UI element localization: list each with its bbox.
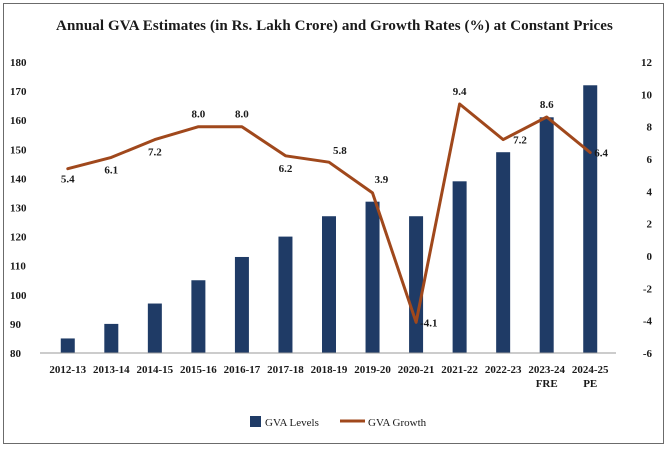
gva-level-bar	[583, 85, 598, 353]
left-axis-tick-label: 150	[10, 144, 27, 156]
gva-growth-line	[66, 102, 592, 324]
left-axis-tick-label: 80	[10, 348, 22, 360]
left-axis-tick-label: 100	[10, 290, 27, 302]
gva-growth-data-label: 6.4	[594, 148, 608, 160]
x-axis-tick-label: 2020-21	[398, 364, 435, 376]
x-axis-tick-label: 2024-25	[572, 364, 609, 376]
x-axis-tick-label: 2021-22	[441, 364, 478, 376]
x-axis-tick-label: PE	[583, 378, 597, 390]
gva-growth-data-labels: 5.4 6.1 7.2 8.0 8.0 6.2 5.8 3.9 -4.1 9.4 7.2 8.6 6.4	[61, 86, 609, 329]
gva-growth-data-label: 7.2	[148, 147, 162, 159]
x-axis-tick-label: 2014-15	[137, 364, 174, 376]
gva-level-bar	[409, 216, 424, 353]
gva-levels-bars	[60, 85, 598, 353]
gva-growth-data-label: 8.0	[192, 109, 206, 121]
gva-growth-data-label: 5.8	[333, 145, 347, 157]
x-axis-tick-label: 2012-13	[49, 364, 86, 376]
gva-level-bar	[496, 152, 511, 353]
left-axis-tick-label: 120	[10, 232, 27, 244]
x-axis-tick-label: 2023-24	[528, 364, 565, 376]
x-axis-tick-label: 2017-18	[267, 364, 304, 376]
gva-growth-data-label: 8.6	[540, 99, 554, 111]
right-axis-tick-label: 0	[647, 251, 653, 263]
right-axis-tick-label: 10	[641, 89, 653, 101]
gva-growth-data-label: 8.0	[235, 109, 249, 121]
left-axis-tick-label: 170	[10, 86, 27, 98]
x-axis-tick-label: 2015-16	[180, 364, 217, 376]
gva-level-bar	[234, 256, 249, 353]
x-axis-tick-label: 2019-20	[354, 364, 391, 376]
gva-growth-data-label: 5.4	[61, 174, 75, 186]
gva-level-bar	[191, 280, 206, 353]
gva-level-bar	[365, 201, 380, 353]
gva-level-bar	[452, 181, 467, 353]
x-axis-tick-label: 2022-23	[485, 364, 522, 376]
left-axis-tick-label: 90	[10, 319, 22, 331]
left-axis-tick-label: 180	[10, 57, 27, 69]
right-axis-tick-label: -4	[643, 316, 653, 328]
right-axis-tick-label: 4	[647, 186, 653, 198]
right-axis-tick-label: 2	[647, 219, 653, 231]
legend-gva-levels-swatch	[250, 416, 261, 427]
gva-growth-data-label: 9.4	[453, 86, 467, 98]
right-axis-ticks: -6 -4 -2 0 2 4 6 8 10 12	[641, 57, 653, 360]
gva-level-bar	[539, 117, 554, 353]
right-axis-tick-label: -2	[643, 283, 653, 295]
right-axis-tick-label: -6	[643, 348, 653, 360]
left-axis-tick-label: 110	[10, 261, 26, 273]
x-axis-tick-label: 2013-14	[93, 364, 130, 376]
right-axis-tick-label: 8	[647, 122, 653, 134]
x-axis-tick-label: FRE	[536, 378, 558, 390]
gva-growth-data-label: 3.9	[375, 174, 389, 186]
left-axis-tick-label: 160	[10, 115, 27, 127]
gva-level-bar	[147, 303, 162, 353]
gva-level-bar	[104, 323, 119, 353]
gva-level-bar	[322, 216, 336, 353]
gva-level-bar	[278, 236, 293, 353]
right-axis-tick-label: 12	[641, 57, 653, 69]
legend-gva-levels-label: GVA Levels	[265, 417, 319, 429]
left-axis-ticks: 80 90 100 110 120 130 140 150 160 170 180	[10, 57, 27, 360]
x-axis-tick-labels: 2012-13 2013-14 2014-15 2015-16 2016-17 2017-…	[49, 364, 609, 390]
gva-growth-data-label: -4.1	[420, 317, 437, 329]
left-axis-tick-label: 130	[10, 203, 27, 215]
gva-level-bar	[60, 338, 75, 353]
chart-title: Annual GVA Estimates (in Rs. Lakh Crore)…	[56, 18, 613, 34]
x-axis-tick-label: 2018-19	[311, 364, 348, 376]
gva-growth-data-label: 6.2	[279, 163, 293, 175]
left-axis-tick-label: 140	[10, 173, 27, 185]
legend-gva-growth-label: GVA Growth	[368, 417, 427, 429]
legend: GVA Levels GVA Growth	[250, 416, 427, 429]
gva-growth-data-label: 7.2	[513, 135, 527, 147]
right-axis-tick-label: 6	[647, 154, 653, 166]
gva-growth-data-label: 6.1	[104, 164, 118, 176]
x-axis-tick-label: 2016-17	[224, 364, 261, 376]
